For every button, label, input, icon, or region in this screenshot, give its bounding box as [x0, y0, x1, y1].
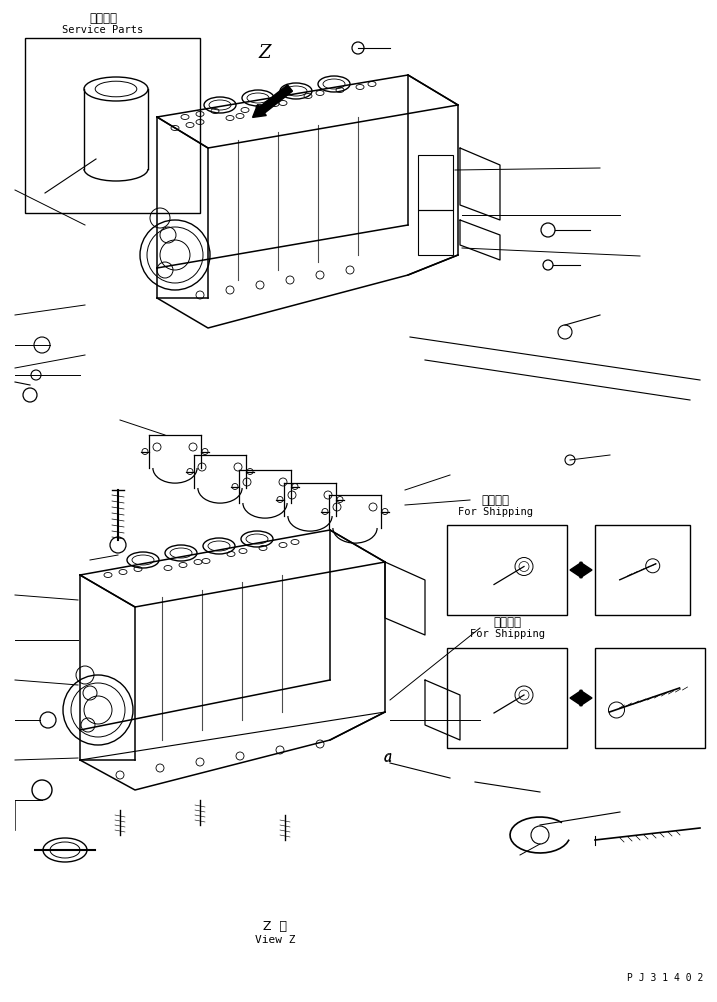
- Polygon shape: [580, 690, 592, 706]
- Text: Z  視: Z 視: [263, 920, 287, 933]
- Bar: [447, 648, 567, 748]
- Text: Service Parts: Service Parts: [62, 25, 143, 35]
- Text: 運搞部品: 運搞部品: [493, 615, 521, 628]
- Text: For Shipping: For Shipping: [457, 507, 533, 517]
- Bar: [595, 525, 690, 615]
- Bar: [25, 38, 200, 213]
- FancyArrow shape: [252, 85, 293, 117]
- Text: P J 3 1 4 0 2: P J 3 1 4 0 2: [627, 973, 703, 983]
- Polygon shape: [580, 562, 592, 578]
- Text: 運搞部品: 運搞部品: [481, 494, 509, 506]
- Text: 補給専用: 補給専用: [89, 11, 117, 24]
- Polygon shape: [570, 562, 582, 578]
- Polygon shape: [570, 690, 582, 706]
- Text: View Z: View Z: [255, 935, 295, 945]
- Bar: [447, 525, 567, 615]
- Bar: [595, 648, 705, 748]
- Bar: [418, 155, 453, 210]
- Text: Z: Z: [259, 44, 271, 62]
- Bar: [418, 210, 453, 255]
- Text: a: a: [384, 752, 392, 765]
- Text: a: a: [384, 750, 392, 764]
- Text: For Shipping: For Shipping: [470, 629, 544, 639]
